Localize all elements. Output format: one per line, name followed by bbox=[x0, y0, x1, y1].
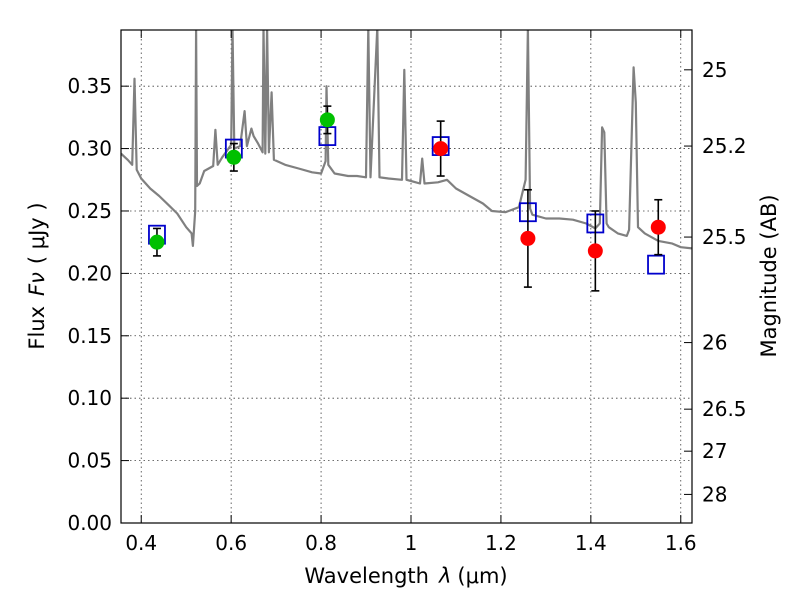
grid bbox=[121, 30, 692, 523]
model-square-marker bbox=[647, 254, 665, 275]
x-axis-label-unit: (μm) bbox=[457, 564, 507, 588]
y-tick-label: 0.00 bbox=[67, 511, 112, 535]
y-axis-label-text: Flux bbox=[25, 306, 49, 350]
x-axis-label-symbol: λ bbox=[438, 564, 451, 588]
mag-tick-label: 27 bbox=[702, 439, 727, 463]
plot-content bbox=[121, 30, 692, 292]
spectrum-line bbox=[121, 30, 692, 250]
x-axis-label: Wavelength λ (μm) bbox=[304, 564, 507, 588]
y-tick-label: 0.35 bbox=[67, 74, 112, 98]
x-tick-label: 0.6 bbox=[215, 531, 247, 555]
plot-frame bbox=[120, 29, 693, 524]
x-tick-label: 1.2 bbox=[485, 531, 517, 555]
mag-tick-label: 26.5 bbox=[702, 397, 747, 421]
y-tick-label: 0.30 bbox=[67, 137, 112, 161]
x-tick-label: 0.4 bbox=[125, 531, 157, 555]
y-tick-label: 0.05 bbox=[67, 449, 112, 473]
mag-tick-label: 25 bbox=[702, 58, 727, 82]
photometry-point bbox=[433, 141, 449, 157]
mag-tick-label: 25.2 bbox=[702, 134, 747, 158]
x-axis-label-text: Wavelength bbox=[304, 564, 429, 588]
photometry-point bbox=[650, 219, 666, 235]
mag-tick-label: 28 bbox=[702, 482, 727, 506]
photometry-point bbox=[226, 149, 242, 165]
photometry-point bbox=[520, 230, 536, 246]
mag-tick-label: 26 bbox=[702, 331, 727, 355]
plot-area bbox=[121, 30, 692, 292]
y-axis-label-unit: ( μJy ) bbox=[25, 202, 49, 264]
photometry-point bbox=[587, 243, 603, 259]
y-tick-label: 0.15 bbox=[67, 324, 112, 348]
x-tick-label: 0.8 bbox=[305, 531, 337, 555]
mag-tick-label: 25.5 bbox=[702, 225, 747, 249]
axis-ticks: 0.4 0.6 0.8 1 1.2 1.4 1.6 0.00 0.05 0.10 0.15 0.20 0… bbox=[67, 30, 747, 555]
y-axis-label-symbol: Fν bbox=[25, 272, 49, 296]
x-tick-label: 1 bbox=[405, 531, 418, 555]
y-tick-label: 0.10 bbox=[67, 386, 112, 410]
photometry-point bbox=[149, 234, 165, 250]
x-tick-label: 1.4 bbox=[575, 531, 607, 555]
y-tick-label: 0.20 bbox=[67, 261, 112, 285]
photometry-point bbox=[319, 112, 335, 128]
y-axis-label: Flux Fν ( μJy ) bbox=[25, 202, 49, 349]
x-tick-label: 1.6 bbox=[665, 531, 697, 555]
magnitude-axis-label: Magnitude (AB) bbox=[757, 194, 781, 357]
y-tick-label: 0.25 bbox=[67, 199, 112, 223]
